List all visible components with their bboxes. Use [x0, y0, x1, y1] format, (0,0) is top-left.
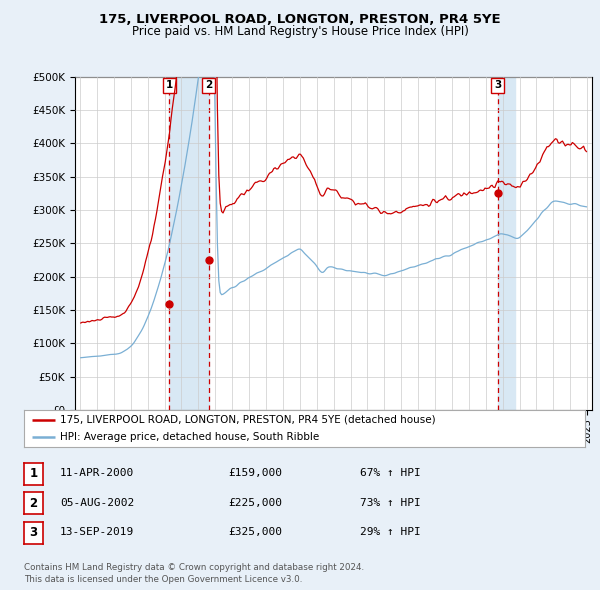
- Text: 2: 2: [205, 80, 212, 90]
- Text: This data is licensed under the Open Government Licence v3.0.: This data is licensed under the Open Gov…: [24, 575, 302, 584]
- Text: Price paid vs. HM Land Registry's House Price Index (HPI): Price paid vs. HM Land Registry's House …: [131, 25, 469, 38]
- Text: 29% ↑ HPI: 29% ↑ HPI: [360, 527, 421, 537]
- Text: £159,000: £159,000: [228, 468, 282, 478]
- Text: 175, LIVERPOOL ROAD, LONGTON, PRESTON, PR4 5YE: 175, LIVERPOOL ROAD, LONGTON, PRESTON, P…: [99, 13, 501, 26]
- Text: HPI: Average price, detached house, South Ribble: HPI: Average price, detached house, Sout…: [61, 432, 320, 442]
- Text: 2: 2: [29, 497, 38, 510]
- Bar: [169, 77, 209, 410]
- Text: 73% ↑ HPI: 73% ↑ HPI: [360, 498, 421, 507]
- Text: 67% ↑ HPI: 67% ↑ HPI: [360, 468, 421, 478]
- Text: 1: 1: [29, 467, 38, 480]
- Text: 11-APR-2000: 11-APR-2000: [60, 468, 134, 478]
- Text: 175, LIVERPOOL ROAD, LONGTON, PRESTON, PR4 5YE (detached house): 175, LIVERPOOL ROAD, LONGTON, PRESTON, P…: [61, 415, 436, 425]
- Text: £225,000: £225,000: [228, 498, 282, 507]
- Text: £325,000: £325,000: [228, 527, 282, 537]
- Bar: [498, 77, 515, 410]
- Text: 13-SEP-2019: 13-SEP-2019: [60, 527, 134, 537]
- Text: 05-AUG-2002: 05-AUG-2002: [60, 498, 134, 507]
- Text: 3: 3: [494, 80, 502, 90]
- Text: 1: 1: [166, 80, 173, 90]
- Text: Contains HM Land Registry data © Crown copyright and database right 2024.: Contains HM Land Registry data © Crown c…: [24, 563, 364, 572]
- Text: 3: 3: [29, 526, 38, 539]
